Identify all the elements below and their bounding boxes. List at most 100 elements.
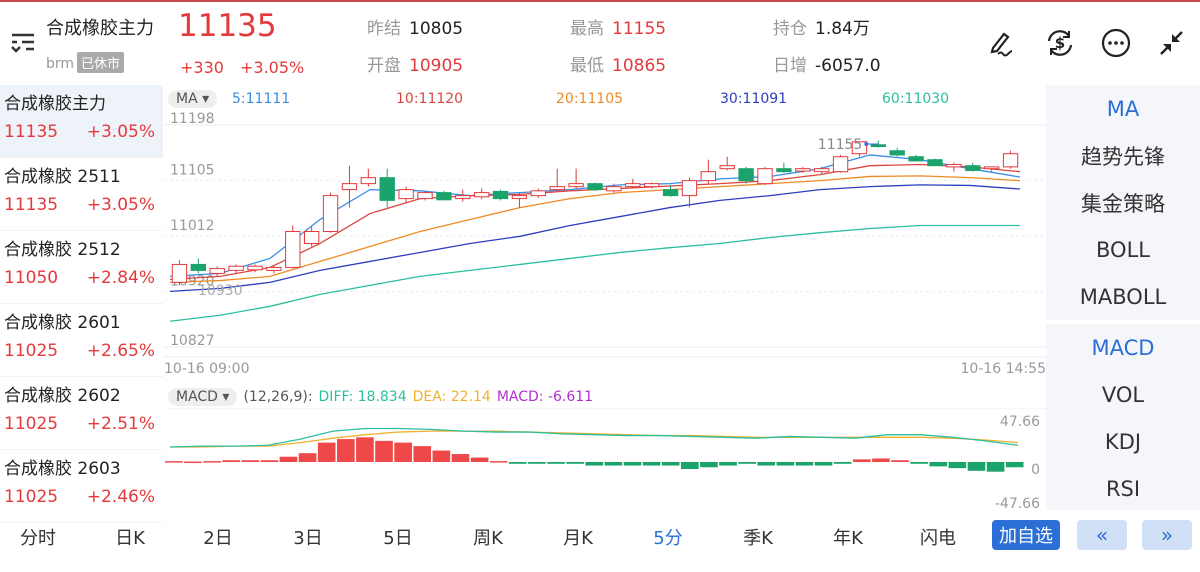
tab-period[interactable]: 周K — [473, 528, 503, 549]
macd-bar — [948, 462, 967, 469]
tab-period[interactable]: 5日 — [383, 528, 413, 549]
macd-bar — [833, 462, 852, 464]
top-border — [0, 0, 1200, 2]
candle — [625, 183, 641, 188]
contract-list-toggle[interactable] — [10, 30, 36, 58]
candle — [190, 263, 207, 271]
ma60-value: 60:11030 — [882, 91, 950, 107]
add-watchlist-button[interactable]: 加自选 — [992, 520, 1060, 550]
contract-item[interactable]: 合成橡胶 2512 11050 +2.84% — [0, 231, 163, 304]
candle — [398, 189, 414, 200]
candle — [360, 177, 377, 185]
macd-bar — [279, 456, 298, 462]
tab-period[interactable]: 3日 — [293, 528, 323, 549]
macd-bar — [432, 450, 451, 462]
x-label-end: 10-16 14:55 — [961, 361, 1046, 377]
next-button[interactable]: » — [1142, 520, 1192, 550]
tab-period[interactable]: 日K — [115, 528, 145, 549]
contract-price: 11025 — [4, 414, 59, 434]
ma-line-ma30 — [169, 184, 1021, 292]
contract-item[interactable]: 合成橡胶 2603 11025 +2.46% — [0, 450, 163, 523]
candle — [832, 156, 849, 173]
contract-name: 合成橡胶 2602 — [4, 386, 121, 406]
macd-bar — [566, 462, 584, 464]
contract-list: 合成橡胶主力 11135 +3.05% 合成橡胶 2511 11135 +3.05% 合成橡… — [0, 85, 163, 523]
tab-period[interactable]: 2日 — [203, 528, 233, 549]
market-status-badge: 已休市 — [77, 52, 125, 73]
candle — [511, 195, 528, 200]
sub-indicator-option[interactable]: KDJ — [1104, 429, 1142, 454]
candle — [171, 263, 188, 283]
tab-period[interactable]: 季K — [743, 528, 773, 549]
candle — [417, 192, 433, 200]
ma-line-ma60 — [169, 224, 1020, 322]
candle — [983, 166, 1000, 170]
ma-selector[interactable]: MA ▾ — [168, 90, 218, 108]
sub-indicator-option[interactable]: RSI — [1105, 476, 1141, 501]
contract-pct: +3.05% — [86, 195, 155, 215]
macd-bar — [910, 462, 928, 464]
macd-bar — [489, 461, 508, 463]
macd-bar — [623, 462, 642, 466]
stat-prev-settle: 昨结 10805 — [367, 19, 464, 39]
candle — [436, 192, 452, 201]
macd-value: MACD: -6.611 — [496, 389, 594, 405]
sub-indicator-option[interactable]: VOL — [1101, 382, 1145, 407]
price-change: +330 — [180, 58, 224, 77]
macd-chart[interactable]: 47.66 0 -47.66 — [164, 408, 1046, 514]
contract-price: 11135 — [4, 122, 59, 142]
indicator-panel: MA 趋势先锋集金策略 BOLL MABOLL MACD VOL KDJ RSI — [1046, 85, 1200, 510]
contract-item[interactable]: 合成橡胶 2511 11135 +3.05% — [0, 158, 163, 231]
period-tabs: 分时 日K 2日 3日 5日 周K 月K 5分 季K 年K 闪电 — [0, 515, 1200, 560]
macd-bar — [891, 460, 909, 462]
price-change-pct: +3.05% — [240, 58, 305, 77]
collapse-button[interactable] — [1154, 26, 1188, 60]
candle — [889, 150, 905, 156]
max-price-label: 11155 — [818, 137, 863, 153]
candle — [700, 171, 717, 182]
main-indicator-option[interactable]: MA — [1106, 96, 1140, 121]
tab-period[interactable]: 5分 — [653, 528, 683, 549]
contract-item[interactable]: 合成橡胶 2602 11025 +2.51% — [0, 377, 163, 450]
y-tick-label: 11198 — [170, 112, 215, 127]
more-button[interactable] — [1099, 26, 1133, 60]
y-tick-label: 11012 — [170, 218, 215, 234]
main-indicator-option[interactable]: BOLL — [1096, 237, 1150, 262]
y-tick-label: 11105 — [170, 163, 215, 179]
tab-period[interactable]: 分时 — [20, 528, 56, 549]
main-indicator-option[interactable]: MABOLL — [1079, 284, 1167, 309]
contract-item[interactable]: 合成橡胶 2601 11025 +2.65% — [0, 304, 163, 377]
contract-name: 合成橡胶 2512 — [4, 240, 121, 260]
macd-bar — [585, 462, 604, 466]
ma5-value: 5:11111 — [232, 91, 291, 107]
candle — [870, 144, 887, 148]
draw-button[interactable] — [985, 26, 1019, 60]
main-indicator-option[interactable]: 集金策略 — [1081, 191, 1165, 216]
currency-button[interactable]: $ — [1043, 26, 1077, 60]
prev-button[interactable]: « — [1077, 520, 1127, 550]
dea-value: DEA: 22.14 — [412, 389, 491, 405]
contract-price: 11135 — [4, 195, 59, 215]
tab-period[interactable]: 月K — [563, 528, 593, 549]
macd-bar — [719, 462, 737, 466]
candle — [492, 190, 509, 200]
tab-period[interactable]: 年K — [833, 528, 863, 549]
stat-open: 开盘 10905 — [367, 56, 464, 76]
contract-name: 合成橡胶 2601 — [4, 313, 121, 333]
diff-line — [169, 427, 1019, 448]
list-toggle-icon — [11, 33, 34, 53]
sub-indicator-option[interactable]: MACD — [1091, 335, 1155, 360]
ma-line-ma20 — [169, 175, 1021, 284]
macd-bar — [642, 462, 661, 466]
macd-selector[interactable]: MACD ▾ — [168, 388, 238, 406]
contract-pct: +2.46% — [86, 487, 155, 507]
macd-bar — [661, 462, 680, 466]
candlestick-chart[interactable]: 1119811105110121092010827111551093010-16… — [164, 112, 1046, 380]
candle — [719, 165, 735, 170]
tab-period[interactable]: 闪电 — [920, 528, 956, 549]
contract-item[interactable]: 合成橡胶主力 11135 +3.05% — [0, 85, 163, 158]
macd-bar — [203, 461, 221, 463]
macd-bar — [165, 461, 183, 463]
main-indicator-option[interactable]: 趋势先锋 — [1081, 144, 1165, 169]
macd-bar — [222, 460, 240, 462]
